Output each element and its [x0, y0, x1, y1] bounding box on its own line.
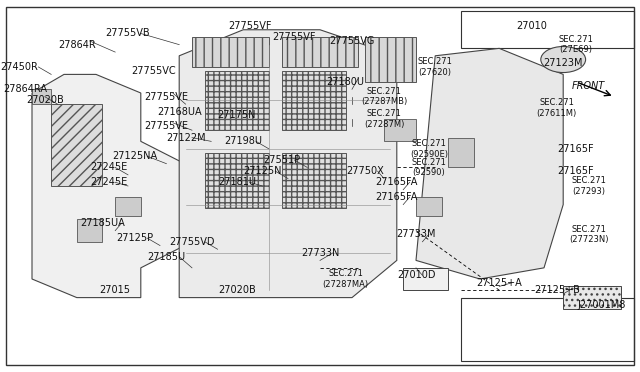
Bar: [205, 71, 269, 130]
Text: 27245E: 27245E: [90, 177, 127, 187]
Text: 27010D: 27010D: [397, 270, 435, 280]
Text: SEC.271
(27620): SEC.271 (27620): [418, 57, 452, 77]
Text: 27755VF: 27755VF: [228, 21, 271, 31]
Text: SEC.271
(27E69): SEC.271 (27E69): [559, 35, 593, 54]
Text: SEC.271
(27287MA): SEC.271 (27287MA): [323, 269, 369, 289]
Polygon shape: [416, 48, 563, 279]
Bar: [282, 153, 346, 208]
Bar: [416, 197, 442, 216]
Bar: [461, 11, 634, 48]
Text: 27020B: 27020B: [218, 285, 255, 295]
Text: 27755VD: 27755VD: [169, 237, 215, 247]
Text: 27245E: 27245E: [90, 163, 127, 172]
Text: 27733N: 27733N: [301, 248, 339, 258]
Text: 27733M: 27733M: [396, 230, 436, 239]
Bar: [461, 298, 634, 361]
Circle shape: [541, 46, 586, 73]
Bar: [32, 89, 51, 104]
Text: 27020B: 27020B: [26, 96, 63, 105]
Text: 27450R: 27450R: [0, 62, 38, 72]
Text: SEC.271
(27293): SEC.271 (27293): [572, 176, 606, 196]
Text: 27864RA: 27864RA: [4, 84, 47, 94]
Text: 27125N: 27125N: [243, 166, 282, 176]
Text: 27755VB: 27755VB: [106, 29, 150, 38]
Text: 27125+B: 27125+B: [534, 285, 580, 295]
Text: SEC.271
(27287MB): SEC.271 (27287MB): [361, 87, 407, 106]
Bar: [115, 197, 141, 216]
Text: 27755VF: 27755VF: [273, 32, 316, 42]
Text: 27755VE: 27755VE: [145, 92, 188, 102]
Text: 27551P: 27551P: [263, 155, 300, 165]
Text: 27122M: 27122M: [166, 133, 205, 142]
Text: SEC.271
(92590E): SEC.271 (92590E): [410, 139, 448, 158]
Text: 27755VC: 27755VC: [131, 66, 176, 76]
Text: 27755VE: 27755VE: [145, 122, 188, 131]
Text: 27755VG: 27755VG: [330, 36, 374, 46]
Text: 27198U: 27198U: [224, 137, 262, 146]
Text: 27185U: 27185U: [147, 252, 186, 262]
Bar: [282, 71, 346, 130]
Bar: [205, 153, 269, 208]
Text: SEC.271
(92590): SEC.271 (92590): [412, 158, 446, 177]
Bar: [51, 104, 102, 186]
Text: 27125P: 27125P: [116, 233, 153, 243]
Polygon shape: [32, 74, 192, 298]
Text: 27168UA: 27168UA: [157, 107, 202, 116]
Bar: [77, 219, 102, 242]
Text: 27125NA: 27125NA: [112, 151, 157, 161]
Text: SEC.271
(27287M): SEC.271 (27287M): [364, 109, 404, 129]
Text: 27125+A: 27125+A: [476, 278, 522, 288]
Text: 27010: 27010: [516, 21, 547, 31]
Bar: [192, 37, 269, 67]
Text: FRONT: FRONT: [572, 81, 605, 90]
Bar: [563, 286, 621, 309]
Text: 27185UA: 27185UA: [80, 218, 125, 228]
Text: 27180U: 27180U: [326, 77, 365, 87]
Text: SEC.271
(27723N): SEC.271 (27723N): [569, 225, 609, 244]
Text: 27165F: 27165F: [557, 144, 595, 154]
Text: 27165FA: 27165FA: [376, 192, 418, 202]
Bar: [403, 268, 448, 290]
Text: 27175N: 27175N: [218, 110, 256, 120]
Polygon shape: [179, 30, 397, 298]
Text: 27165F: 27165F: [557, 166, 595, 176]
Text: 27015: 27015: [100, 285, 131, 295]
Text: 27750X: 27750X: [346, 166, 383, 176]
Bar: [384, 119, 416, 141]
Bar: [282, 37, 358, 67]
Bar: [365, 37, 416, 82]
Text: 27864R: 27864R: [58, 40, 95, 49]
Text: 27165FA: 27165FA: [376, 177, 418, 187]
Text: J27001M8: J27001M8: [577, 300, 626, 310]
Bar: [448, 138, 474, 167]
Text: 27181U: 27181U: [218, 177, 256, 187]
Text: 27123M: 27123M: [543, 58, 583, 68]
Text: SEC.271
(27611M): SEC.271 (27611M): [537, 98, 577, 118]
